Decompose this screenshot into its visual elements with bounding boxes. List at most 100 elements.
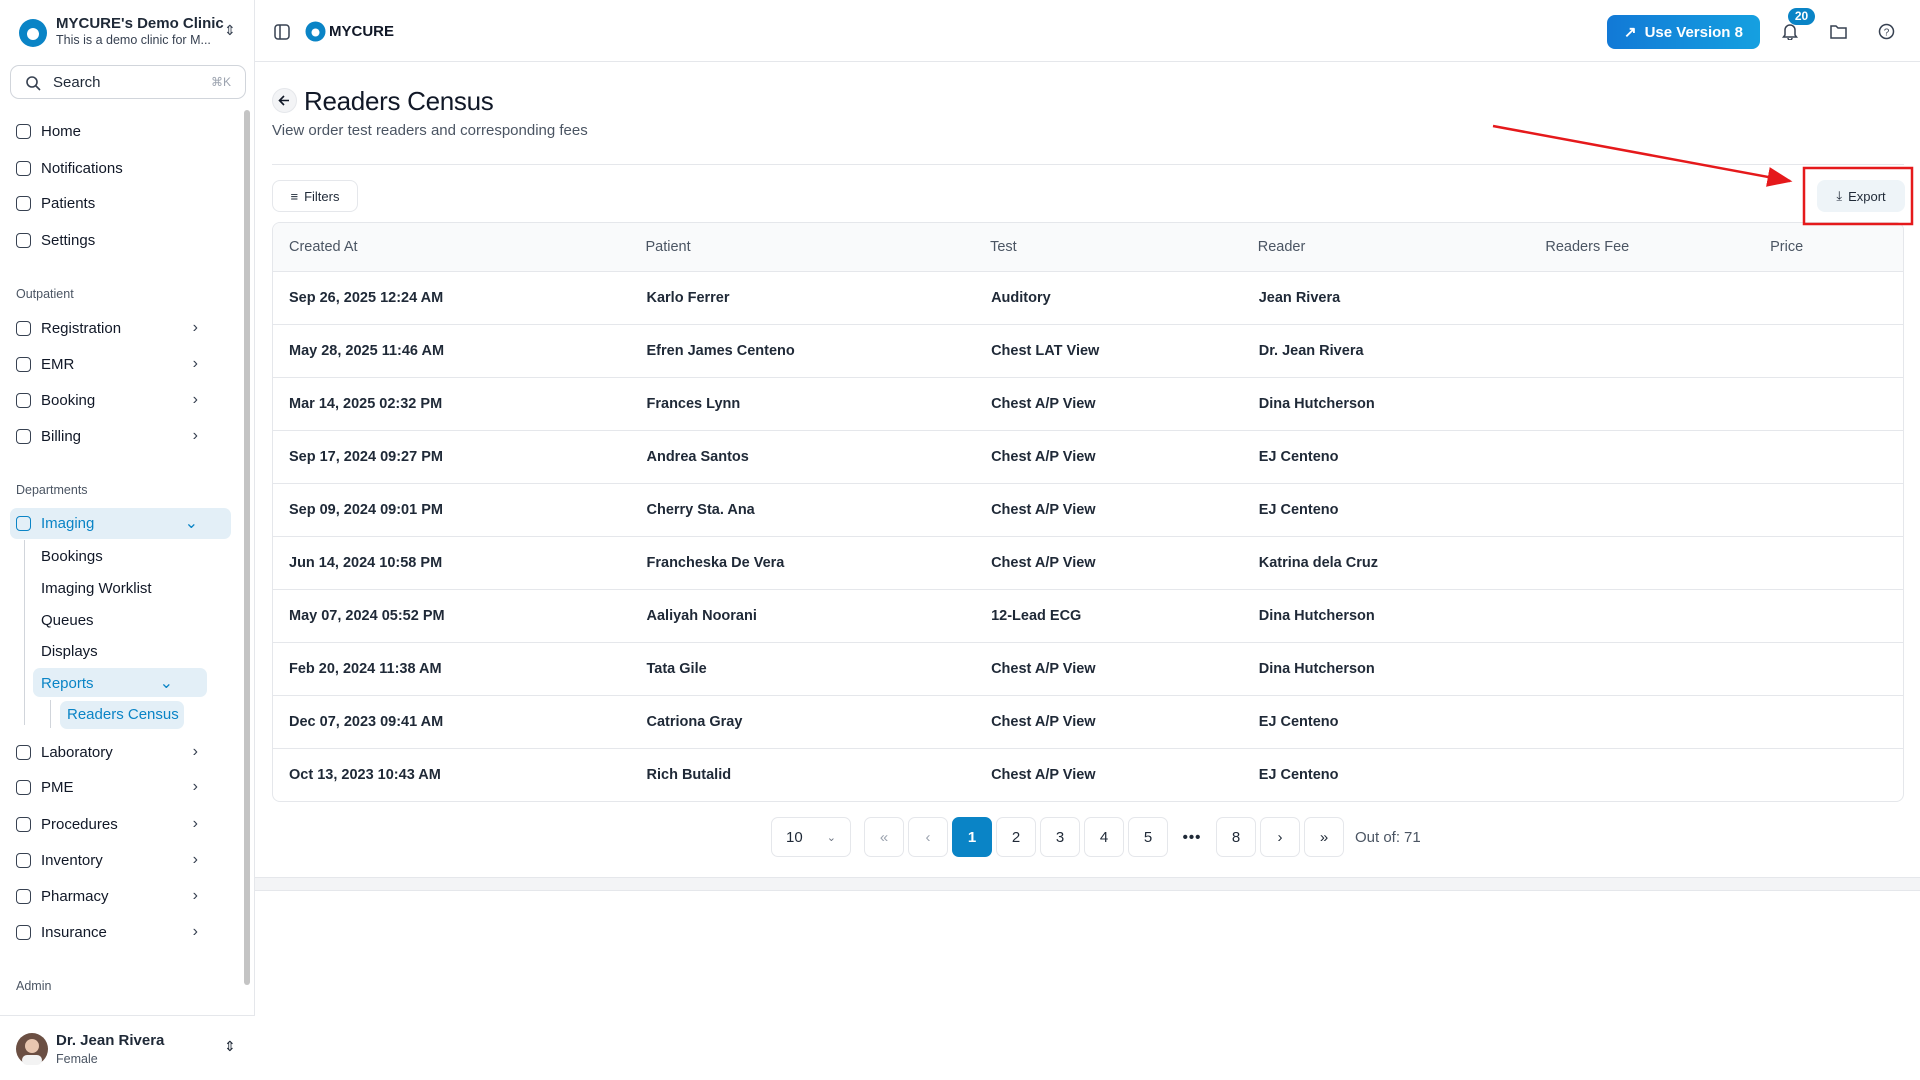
nav-item[interactable]: Imaging ⌄ — [16, 508, 226, 538]
page-button[interactable]: 5 — [1128, 817, 1168, 857]
filters-button[interactable]: ≡ Filters — [272, 180, 358, 212]
page-title: Readers Census — [304, 86, 494, 116]
column-header: Reader — [1257, 223, 1546, 272]
nav-item[interactable]: Readers Census — [67, 699, 179, 729]
section-label: Outpatient — [16, 287, 74, 301]
cell-readers-fee — [1545, 377, 1771, 431]
page-button[interactable]: 3 — [1040, 817, 1080, 857]
nav-item[interactable]: Queues — [41, 605, 94, 635]
cell-test: Chest A/P View — [990, 695, 1258, 749]
prev-page[interactable]: ‹ — [908, 817, 948, 857]
nav-label: Readers Census — [67, 705, 179, 723]
last-page[interactable]: » — [1304, 817, 1344, 857]
table-row[interactable]: Sep 09, 2024 09:01 PM Cherry Sta. Ana Ches… — [273, 483, 1903, 537]
nav-label: Insurance — [41, 923, 107, 941]
nav-item[interactable]: Reports ⌄ — [41, 668, 201, 698]
nav-item[interactable]: Home — [16, 116, 81, 146]
table-row[interactable]: Jun 14, 2024 10:58 PM Francheska De Vera C… — [273, 536, 1903, 590]
divider — [272, 164, 1904, 165]
external-icon: ↗ — [1624, 24, 1637, 41]
nav-item[interactable]: Imaging Worklist — [41, 573, 152, 603]
filter-icon: ≡ — [290, 188, 299, 204]
table-row[interactable]: Sep 26, 2025 12:24 AM Karlo Ferrer Auditor… — [273, 271, 1903, 325]
nav-item[interactable]: Booking › — [16, 385, 226, 415]
cell-price — [1770, 695, 1903, 749]
back-button[interactable] — [272, 88, 297, 113]
nav-item[interactable]: Bookings — [41, 541, 103, 571]
active-group-bg — [10, 508, 231, 539]
cell-price — [1770, 430, 1903, 484]
nav-item[interactable]: Patients — [16, 188, 95, 218]
nav-label: Displays — [41, 642, 98, 660]
page-list: 1 2 3 4 5 ••• 8 — [952, 817, 1256, 857]
scrollbar — [244, 110, 250, 985]
table-row[interactable]: Feb 20, 2024 11:38 AM Tata Gile Chest A/P … — [273, 642, 1903, 696]
version-button[interactable]: ↗ Use Version 8 — [1607, 15, 1760, 49]
out-of-label: Out of: — [1355, 828, 1401, 846]
cell-patient: Andrea Santos — [645, 430, 991, 484]
nav-item[interactable]: Notifications — [16, 153, 123, 183]
clinic-switch[interactable]: ⇕ — [224, 22, 236, 38]
nav-item[interactable]: EMR › — [16, 349, 226, 379]
tree-line — [24, 540, 25, 725]
table-row[interactable]: Sep 17, 2024 09:27 PM Andrea Santos Chest … — [273, 430, 1903, 484]
cell-reader: Jean Rivera — [1257, 271, 1546, 325]
nav-item[interactable]: Billing › — [16, 421, 226, 451]
export-label: Export — [1848, 188, 1886, 204]
cell-reader: Dr. Jean Rivera — [1257, 324, 1546, 378]
filters-label: Filters — [304, 188, 340, 204]
nav-item[interactable]: Procedures › — [16, 809, 226, 839]
table-row[interactable]: Dec 07, 2023 09:41 AM Catriona Gray Chest … — [273, 695, 1903, 749]
export-button[interactable]: ⤓ Export — [1817, 180, 1905, 212]
nav-icon — [16, 320, 31, 336]
sidebar-toggle[interactable] — [274, 24, 290, 40]
page-size: 10 — [786, 828, 803, 846]
dropdown-chevron: ⌄ — [826, 831, 836, 844]
cell-reader: Dina Hutcherson — [1257, 589, 1546, 643]
header-row: Created At Patient Test Reader Readers Fee Pr… — [273, 223, 1903, 272]
nav-item[interactable]: Registration › — [16, 313, 226, 343]
nav-item[interactable]: Displays — [41, 636, 98, 666]
column-header: Price — [1770, 223, 1903, 272]
chevron: › — [192, 743, 198, 760]
active-subgroup-bg — [33, 668, 207, 697]
nav-item[interactable]: Inventory › — [16, 845, 226, 875]
nav-label: Pharmacy — [41, 887, 109, 905]
nav-label: Queues — [41, 611, 94, 629]
nav-item[interactable]: Laboratory › — [16, 737, 226, 767]
user-footer[interactable]: Dr. Jean Rivera Female ⇕ — [0, 1015, 255, 1080]
chevron: › — [192, 815, 198, 832]
nav-item[interactable]: Insurance › — [16, 917, 226, 947]
clinic-logo — [19, 19, 47, 47]
search-box[interactable]: Search ⌘K — [10, 65, 246, 99]
nav-item[interactable]: Settings — [16, 225, 95, 255]
cell-readers-fee — [1545, 324, 1771, 378]
table-row[interactable]: Mar 14, 2025 02:32 PM Frances Lynn Chest A… — [273, 377, 1903, 431]
table-row[interactable]: May 07, 2024 05:52 PM Aaliyah Noorani 12-L… — [273, 589, 1903, 643]
nav-item[interactable]: PME › — [16, 772, 226, 802]
clinic-name: MYCURE's Demo Clinic — [56, 15, 224, 32]
cell-price — [1770, 377, 1903, 431]
cell-price — [1770, 324, 1903, 378]
folder-icon[interactable] — [1830, 24, 1847, 39]
nav-item[interactable]: Pharmacy › — [16, 881, 226, 911]
svg-text:?: ? — [1884, 28, 1890, 39]
search-shortcut: ⌘K — [210, 75, 231, 89]
page-button[interactable]: 4 — [1084, 817, 1124, 857]
cell-price — [1770, 589, 1903, 643]
ellipsis: ••• — [1172, 817, 1212, 857]
page-button[interactable]: 8 — [1216, 817, 1256, 857]
first-page[interactable]: « — [864, 817, 904, 857]
page-size-select[interactable]: 10 ⌄ — [771, 817, 851, 857]
current-page[interactable]: 1 — [952, 817, 992, 857]
page-button[interactable]: 2 — [996, 817, 1036, 857]
search-icon — [26, 76, 41, 91]
bell-icon[interactable] — [1782, 22, 1798, 40]
next-page[interactable]: › — [1260, 817, 1300, 857]
cell-patient: Rich Butalid — [646, 766, 732, 783]
cell-readers-fee — [1545, 589, 1771, 643]
help-icon[interactable]: ? — [1878, 23, 1895, 40]
nav-icon — [16, 888, 31, 904]
table-row[interactable]: May 28, 2025 11:46 AM Efren James Centeno… — [273, 324, 1903, 378]
table-row[interactable]: Oct 13, 2023 10:43 AM Rich Butalid Chest A… — [273, 748, 1903, 801]
